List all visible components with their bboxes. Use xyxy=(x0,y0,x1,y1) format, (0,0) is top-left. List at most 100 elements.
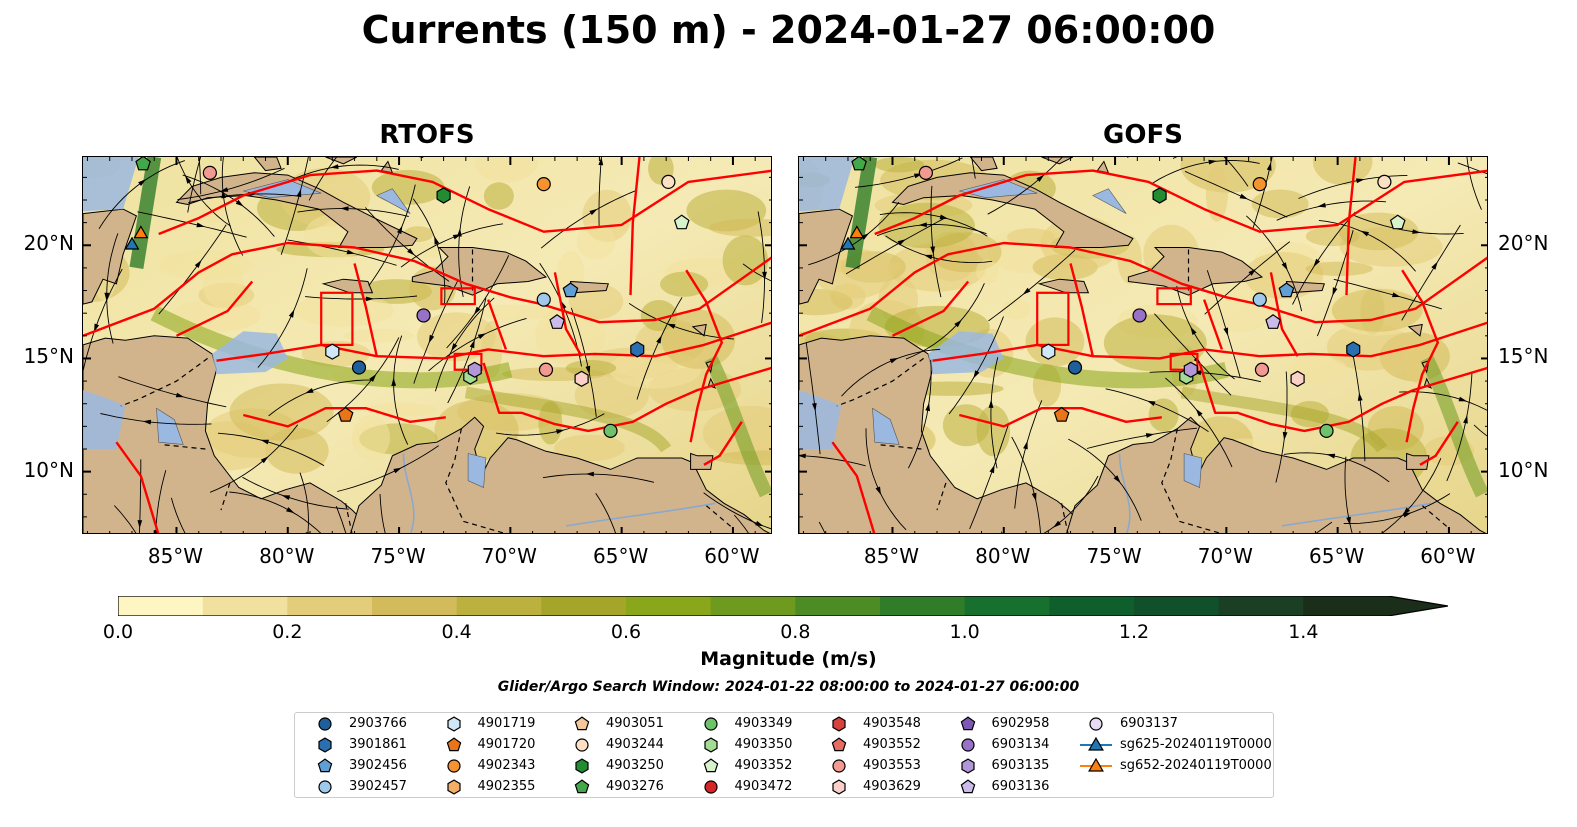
land xyxy=(411,247,548,296)
legend-marker xyxy=(446,779,461,795)
water xyxy=(156,407,184,445)
land xyxy=(1066,416,1487,533)
y-tick-label: 15°N xyxy=(1498,344,1549,369)
legend-marker xyxy=(318,780,332,794)
argo-float-4903250 xyxy=(436,187,451,204)
eez-boundary xyxy=(175,280,254,337)
legend-marker xyxy=(575,738,589,752)
x-tick-label: 80°W xyxy=(259,544,315,568)
x-tick-label: 80°W xyxy=(975,544,1031,568)
argo-float-3902456 xyxy=(562,282,579,298)
rtofs-map[interactable] xyxy=(82,156,772,534)
argo-float-3902457 xyxy=(536,292,551,307)
water xyxy=(376,188,411,214)
legend-marker xyxy=(1089,717,1103,731)
colorbar-tick-label: 1.4 xyxy=(1288,621,1319,643)
legend-marker xyxy=(960,738,975,752)
x-tick-label: 85°W xyxy=(147,544,204,568)
gofs-map[interactable] xyxy=(798,156,1488,534)
colorbar-bin xyxy=(1134,596,1220,616)
legend-label: 4903472 xyxy=(734,779,793,794)
legend-label: 4903548 xyxy=(863,716,921,731)
argo-float-4903553 xyxy=(1254,362,1270,377)
land xyxy=(690,452,714,470)
colorbar-bin xyxy=(287,596,373,616)
eez-boundary xyxy=(874,169,1487,236)
legend-marker xyxy=(960,779,975,794)
water xyxy=(243,179,322,199)
argo-float-3902456 xyxy=(1278,282,1295,298)
argo-float-2903766 xyxy=(1067,360,1083,375)
colorbar-bin xyxy=(626,596,712,616)
colorbar-bin xyxy=(710,596,796,616)
land xyxy=(1406,452,1430,470)
legend-label: 4903276 xyxy=(606,779,664,794)
eez-boundary xyxy=(1269,272,1299,357)
argo-float-4903244 xyxy=(661,174,676,189)
land xyxy=(799,208,854,305)
land xyxy=(1041,157,1074,165)
legend-label: 4903250 xyxy=(606,758,664,773)
x-tick-label: 85°W xyxy=(863,544,920,568)
legend-marker xyxy=(703,717,718,731)
x-tick-label: 65°W xyxy=(1309,544,1365,568)
colorbar-tick-label: 0.0 xyxy=(102,621,134,643)
legend-marker xyxy=(703,758,718,773)
argo-float-4903553 xyxy=(538,362,554,377)
eez-boundary xyxy=(216,321,771,362)
argo-float-4903352 xyxy=(1389,214,1406,230)
x-tick-label: 60°W xyxy=(1420,544,1476,568)
y-tick-label: 20°N xyxy=(1498,231,1549,256)
panel-title-gofs: GOFS xyxy=(1103,120,1183,150)
legend-marker xyxy=(703,737,718,753)
eez-boundary xyxy=(1202,299,1224,350)
legend-label: 4901720 xyxy=(477,737,536,752)
legend-marker xyxy=(832,759,846,773)
legend-label: 4903553 xyxy=(863,758,921,773)
land xyxy=(253,157,282,172)
colorbar-tick-label: 1.2 xyxy=(1118,621,1150,643)
legend-label: 4901719 xyxy=(477,716,536,731)
eez-boundary xyxy=(629,157,641,296)
legend-label: 4903552 xyxy=(863,737,921,752)
eez-boundary xyxy=(831,441,876,533)
legend-label: 4902343 xyxy=(477,758,536,773)
eez-boundary xyxy=(799,241,1487,337)
legend-label: 4903244 xyxy=(606,737,664,752)
colorbar-bin xyxy=(456,596,542,616)
legend-label: 4902355 xyxy=(477,779,536,794)
water xyxy=(467,453,487,488)
legend-label: 6903136 xyxy=(991,779,1050,794)
land xyxy=(799,335,1076,533)
legend: 2903766 3901861 3902456 3902457 4901719 49017… xyxy=(294,712,1274,798)
legend-marker xyxy=(446,737,461,752)
legend-label: 3901861 xyxy=(349,737,407,752)
glider-sg625-20240119T0000 xyxy=(840,236,856,250)
legend-marker xyxy=(1088,757,1104,772)
legend-marker xyxy=(831,737,847,752)
legend-label: 6903134 xyxy=(991,737,1050,752)
legend-label: 4903350 xyxy=(734,737,793,752)
land xyxy=(1407,323,1423,337)
argo-float-4903629 xyxy=(1290,370,1305,387)
water xyxy=(872,407,900,445)
search-window-text: Glider/Argo Search Window: 2024-01-22 08… xyxy=(497,679,1080,695)
legend-marker xyxy=(703,780,718,794)
colorbar-tick-label: 1.0 xyxy=(949,621,980,643)
colorbar-tick-label: 0.4 xyxy=(441,621,472,643)
argo-float-3902457 xyxy=(1252,292,1267,307)
colorbar-bin xyxy=(795,596,881,616)
eez-boundary xyxy=(353,263,378,357)
eez-boundary xyxy=(685,269,723,443)
x-tick-label: 75°W xyxy=(1086,544,1142,568)
argo-float-4903250 xyxy=(1152,187,1167,204)
argo-float-6903135 xyxy=(1183,361,1198,378)
legend-marker xyxy=(574,779,590,794)
water xyxy=(1092,188,1127,214)
panel-title-rtofs: RTOFS xyxy=(379,120,475,150)
argo-float-4903244 xyxy=(1377,174,1392,189)
colorbar-bin xyxy=(1303,596,1389,616)
glider-sg652-20240119T0000 xyxy=(133,225,149,239)
colorbar-bin xyxy=(1218,596,1304,616)
argo-float-4903629 xyxy=(574,370,589,387)
